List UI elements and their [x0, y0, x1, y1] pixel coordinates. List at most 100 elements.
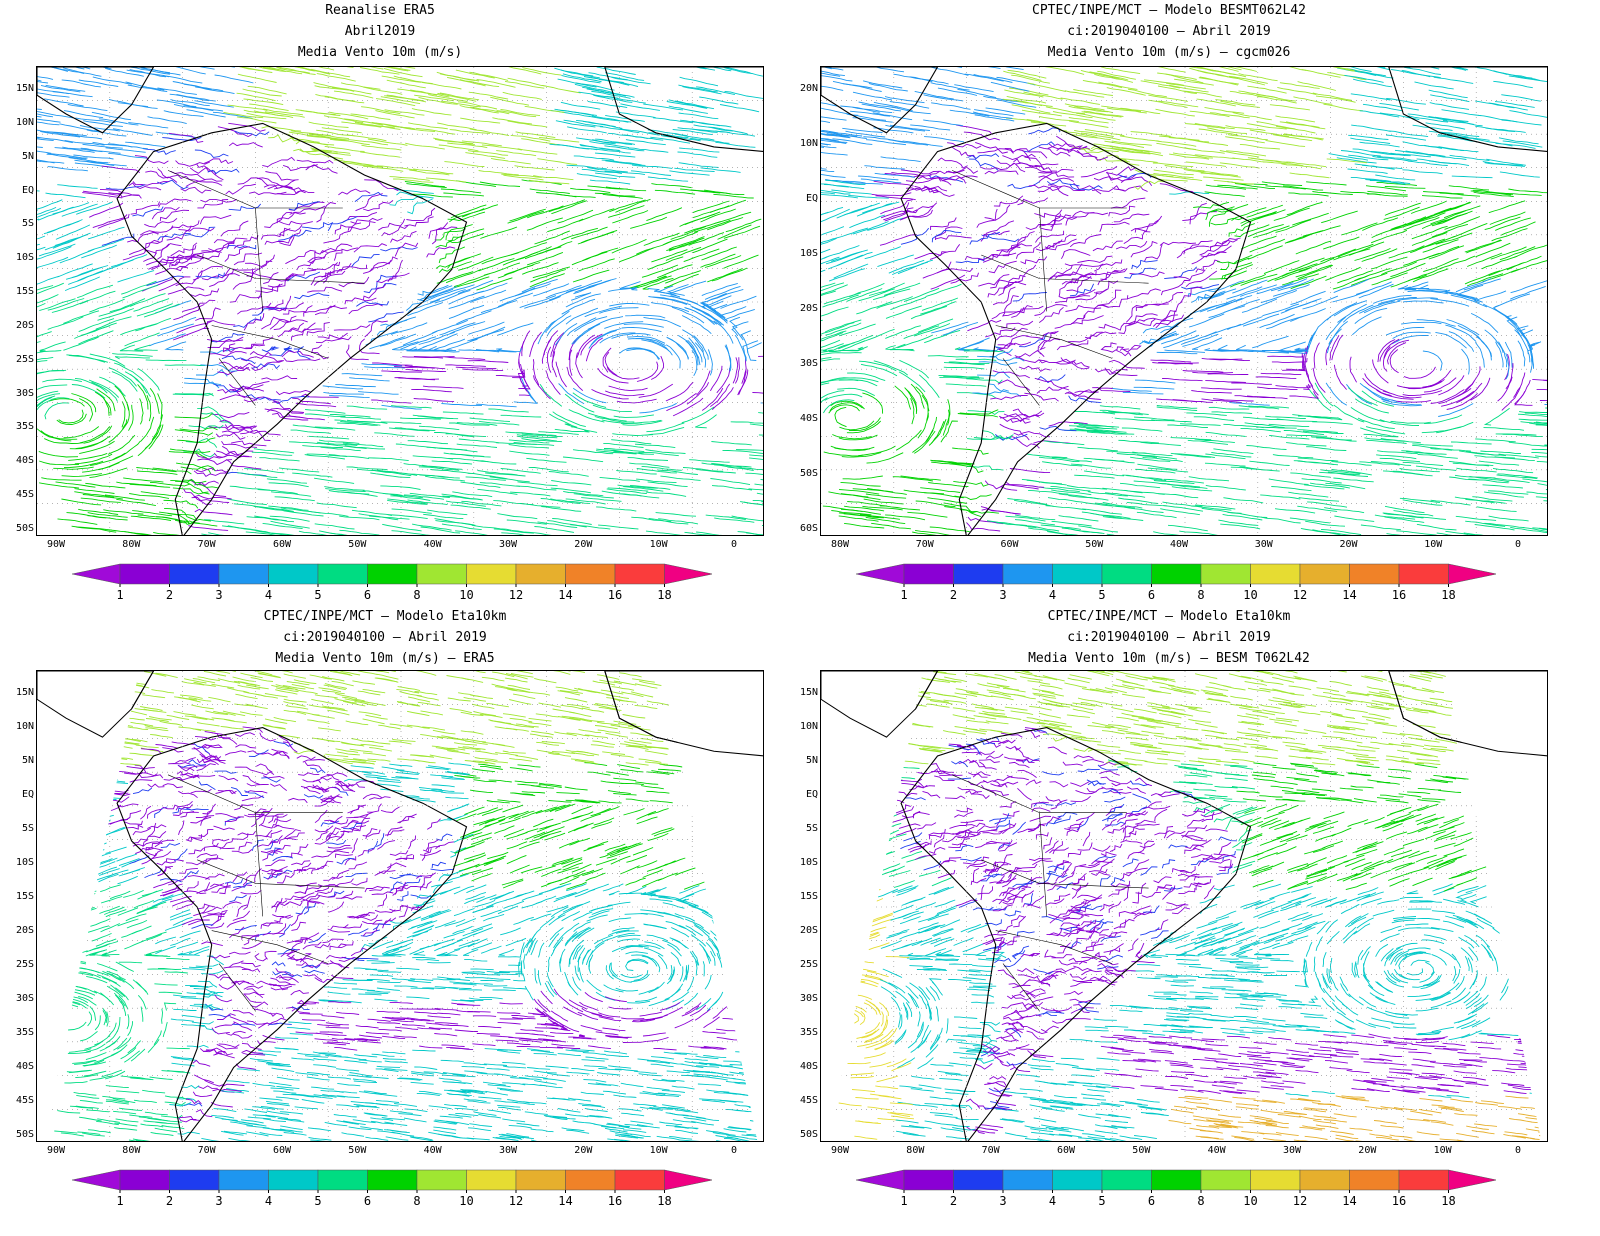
title-line-1: Reanalise ERA5	[325, 3, 435, 18]
lat-label: 35S	[799, 1027, 818, 1038]
colorbar-tick-label: 6	[1148, 1194, 1155, 1208]
colorbar-tick-label: 12	[1293, 1194, 1307, 1208]
lat-label: 5N	[21, 150, 34, 162]
lon-label: 60W	[1056, 1145, 1076, 1156]
wind-map-svg	[821, 671, 1547, 1141]
graticule	[37, 671, 763, 1141]
colorbar-segment	[565, 1169, 616, 1191]
lon-label: 80W	[906, 1145, 925, 1156]
lon-label: 30W	[1282, 1145, 1302, 1156]
lon-label: 30W	[498, 539, 518, 550]
title-line-3: Media Vento 10m (m/s) – BESM T062L42	[1028, 651, 1310, 666]
lat-label: 15N	[15, 687, 34, 698]
colorbar-segment	[614, 1169, 665, 1191]
wind-map-svg	[37, 67, 763, 535]
lon-label: 0	[1514, 539, 1522, 550]
colorbar-segment	[268, 563, 319, 585]
title-line-3: Media Vento 10m (m/s)	[297, 45, 463, 60]
lon-label: 90W	[830, 1145, 850, 1156]
lat-label: 30S	[799, 993, 818, 1004]
colorbar-tick-label: 14	[1342, 1194, 1356, 1208]
colorbar-segment	[515, 1169, 566, 1191]
colorbar-segment	[317, 563, 368, 585]
colorbar-tick-label: 8	[1197, 1194, 1204, 1208]
panel-era5: Reanalise ERA5 Abril2019 Media Vento 10m…	[0, 0, 800, 606]
colorbar-segment	[367, 563, 418, 585]
lon-label: 70W	[197, 539, 216, 550]
lon-label: 10W	[649, 539, 668, 550]
colorbar-tick-label: 4	[265, 1194, 272, 1208]
colorbar-tick-label: 8	[413, 1194, 420, 1208]
colorbar-tick-label: 10	[1243, 1194, 1257, 1208]
lon-label: 50W	[348, 1145, 367, 1156]
lat-label: 25S	[15, 353, 34, 365]
colorbar-segment	[1200, 1169, 1251, 1191]
lat-label: 50S	[799, 1129, 818, 1140]
lat-label: 30S	[15, 993, 34, 1004]
lat-label: 5S	[21, 218, 34, 230]
colorbar-tick-label: 16	[1392, 588, 1406, 602]
colorbar-tick-label: 14	[1342, 588, 1356, 602]
lon-label: 30W	[498, 1145, 518, 1156]
colorbar-over-arrow	[1448, 563, 1496, 585]
coastlines	[821, 67, 1547, 535]
panel-besm: CPTEC/INPE/MCT – Modelo BESMT062L42 ci:2…	[784, 0, 1600, 606]
lat-label: 15S	[799, 891, 818, 902]
colorbar-tick-label: 18	[657, 588, 671, 602]
colorbar-tick-label: 14	[558, 588, 572, 602]
lat-label: 45S	[15, 1095, 34, 1106]
colorbar-segment	[1299, 1169, 1350, 1191]
colorbar-segment	[903, 563, 954, 585]
colorbar-tick-label: 1	[116, 588, 123, 602]
colorbar-over-arrow	[664, 563, 712, 585]
title-line-1: CPTEC/INPE/MCT – Modelo Eta10km	[263, 609, 507, 624]
graticule	[37, 67, 763, 535]
panel-title: CPTEC/INPE/MCT – Modelo Eta10km ci:20190…	[784, 606, 1554, 669]
colorbar-tick-label: 12	[509, 588, 523, 602]
lon-label: 20W	[574, 539, 593, 550]
lon-label: 90W	[46, 1145, 66, 1156]
wind-map-svg	[37, 671, 763, 1141]
colorbar-tick-label: 10	[459, 1194, 473, 1208]
country-borders	[951, 170, 1149, 406]
colorbar-segment	[1250, 1169, 1301, 1191]
colorbar-under-arrow	[856, 563, 905, 585]
lat-label: 10N	[15, 721, 34, 732]
lon-label: 10W	[1433, 1145, 1452, 1156]
colorbar-tick-label: 5	[314, 588, 321, 602]
colorbar-segment	[1200, 563, 1251, 585]
colorbar-tick-label: 16	[608, 1194, 622, 1208]
colorbar-over-arrow	[664, 1169, 712, 1191]
lat-label: 10N	[15, 116, 34, 128]
panel-title: Reanalise ERA5 Abril2019 Media Vento 10m…	[0, 0, 760, 63]
lon-label: 80W	[122, 539, 141, 550]
lon-label: 10W	[649, 1145, 668, 1156]
colorbar-segment	[119, 563, 170, 585]
colorbar: 1 2 3 4 5 6 8 10 12 14 16 18	[856, 1169, 1496, 1208]
colorbar-segment	[466, 1169, 517, 1191]
colorbar-tick-label: 6	[364, 588, 371, 602]
colorbar-tick-label: 4	[265, 588, 272, 602]
lat-label: 20S	[15, 319, 34, 331]
colorbar-segment	[1349, 1169, 1400, 1191]
wind-map	[36, 66, 764, 536]
lon-label: 50W	[1085, 539, 1104, 550]
lat-label: 25S	[799, 959, 818, 970]
colorbar-under-arrow	[72, 563, 121, 585]
colorbar-segment	[317, 1169, 368, 1191]
lon-label: 20W	[574, 1145, 593, 1156]
colorbar-tick-label: 10	[1243, 588, 1257, 602]
colorbar-segment	[268, 1169, 319, 1191]
lon-label: 0	[730, 1145, 738, 1156]
colorbar: 1 2 3 4 5 6 8 10 12 14 16 18	[72, 1169, 712, 1208]
lon-label: 40W	[423, 539, 442, 550]
lon-label: 10W	[1424, 539, 1443, 550]
colorbar-segment	[218, 1169, 269, 1191]
graticule	[821, 671, 1547, 1141]
lon-label: 60W	[272, 1145, 292, 1156]
outside-domain-mask	[821, 671, 1547, 1141]
lat-label: 60S	[799, 523, 818, 534]
wind-map	[820, 670, 1548, 1142]
colorbar-tick-label: 2	[950, 588, 957, 602]
lat-label: 10S	[799, 857, 818, 868]
